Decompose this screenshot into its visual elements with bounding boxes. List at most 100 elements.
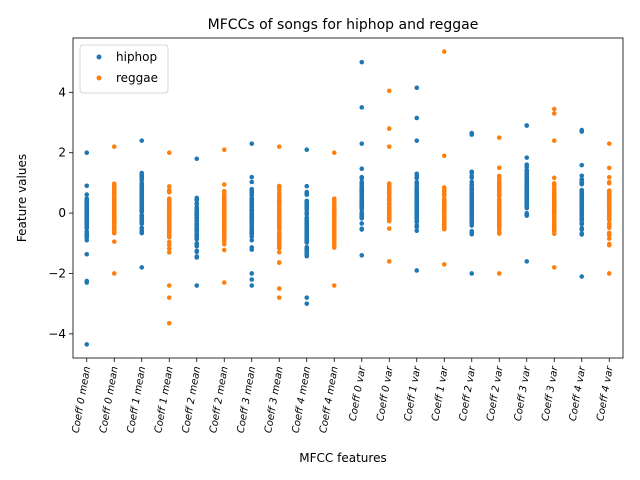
hiphop-point <box>84 150 90 156</box>
hiphop-point <box>194 156 200 162</box>
reggae-point <box>441 189 447 194</box>
reggae-point <box>221 215 227 220</box>
reggae-point <box>221 236 227 242</box>
hiphop-point <box>359 205 365 211</box>
reggae-point <box>496 271 502 276</box>
reggae-point <box>606 232 612 237</box>
hiphop-point <box>524 204 530 210</box>
reggae-point <box>331 220 337 225</box>
hiphop-point <box>84 203 90 209</box>
y-tick-label: 2 <box>58 146 66 160</box>
hiphop-point <box>414 268 420 273</box>
reggae-point <box>606 214 612 219</box>
reggae-point <box>166 220 172 226</box>
reggae-point <box>441 49 447 54</box>
hiphop-point <box>194 213 200 218</box>
hiphop-point <box>304 183 310 189</box>
hiphop-point <box>579 127 585 133</box>
hiphop-point <box>139 189 145 194</box>
reggae-point <box>111 226 117 231</box>
reggae-point <box>331 200 337 206</box>
hiphop-point <box>139 197 145 202</box>
reggae-point <box>276 260 282 265</box>
reggae-point <box>551 208 557 214</box>
reggae-point <box>166 250 172 255</box>
hiphop-point <box>414 171 420 177</box>
reggae-point <box>606 194 612 199</box>
hiphop-point <box>249 277 255 282</box>
hiphop-point <box>579 162 585 168</box>
hiphop-point <box>579 204 585 209</box>
hiphop-point <box>304 246 310 251</box>
reggae-point <box>606 197 612 202</box>
hiphop-point <box>304 147 310 152</box>
hiphop-point <box>304 250 310 256</box>
hiphop-point <box>84 209 90 215</box>
legend-marker-reggae <box>96 75 102 81</box>
legend-label-hiphop: hiphop <box>116 50 157 64</box>
hiphop-point <box>414 191 420 197</box>
reggae-point <box>606 207 612 213</box>
hiphop-point <box>414 184 420 190</box>
reggae-point <box>551 111 557 116</box>
hiphop-point <box>84 214 90 220</box>
reggae-point <box>166 189 172 195</box>
reggae-point <box>386 181 392 187</box>
hiphop-point <box>579 195 585 201</box>
reggae-point <box>276 191 282 196</box>
hiphop-point <box>194 209 200 214</box>
reggae-point <box>111 144 117 149</box>
reggae-point <box>276 286 282 291</box>
hiphop-point <box>414 199 420 204</box>
hiphop-point <box>414 85 420 91</box>
reggae-point <box>221 247 227 253</box>
plot-area-frame <box>72 37 624 359</box>
hiphop-point <box>249 188 255 194</box>
reggae-point <box>276 202 282 207</box>
reggae-point <box>331 224 337 230</box>
hiphop-point <box>194 202 200 207</box>
hiphop-point <box>469 209 475 215</box>
hiphop-point <box>194 249 200 255</box>
hiphop-point <box>579 214 585 220</box>
hiphop-point <box>414 214 420 220</box>
hiphop-point <box>194 255 200 260</box>
reggae-point <box>166 233 172 238</box>
hiphop-point <box>579 173 585 179</box>
reggae-point <box>111 188 117 194</box>
reggae-point <box>221 147 227 152</box>
reggae-point <box>276 239 282 245</box>
legend: hiphop reggae <box>79 44 169 94</box>
reggae-point <box>111 220 117 225</box>
reggae-point <box>386 126 392 131</box>
hiphop-point <box>194 205 200 211</box>
hiphop-point <box>304 219 310 225</box>
hiphop-point <box>304 204 310 210</box>
reggae-point <box>166 295 172 300</box>
hiphop-point <box>249 204 255 210</box>
hiphop-point <box>469 170 475 176</box>
reggae-point <box>276 144 282 149</box>
hiphop-point <box>524 192 530 198</box>
hiphop-point <box>304 224 310 229</box>
reggae-point <box>276 230 282 235</box>
hiphop-point <box>249 215 255 220</box>
y-tick-label: −2 <box>48 266 66 280</box>
hiphop-point <box>359 166 365 172</box>
hiphop-point <box>524 196 530 201</box>
hiphop-point <box>524 155 530 160</box>
y-axis: −4 −2 0 2 4 <box>48 85 73 341</box>
reggae-point <box>276 212 282 217</box>
hiphop-point <box>469 271 475 276</box>
hiphop-point <box>84 233 90 238</box>
reggae-point <box>221 241 227 247</box>
reggae-point <box>386 211 392 217</box>
reggae-point <box>386 207 392 213</box>
reggae-point <box>166 213 172 219</box>
hiphop-point <box>359 105 365 110</box>
reggae-point <box>551 196 557 202</box>
hiphop-point <box>524 210 530 216</box>
hiphop-point <box>524 162 530 167</box>
reggae-point <box>606 241 612 247</box>
hiphop-point <box>249 232 255 237</box>
